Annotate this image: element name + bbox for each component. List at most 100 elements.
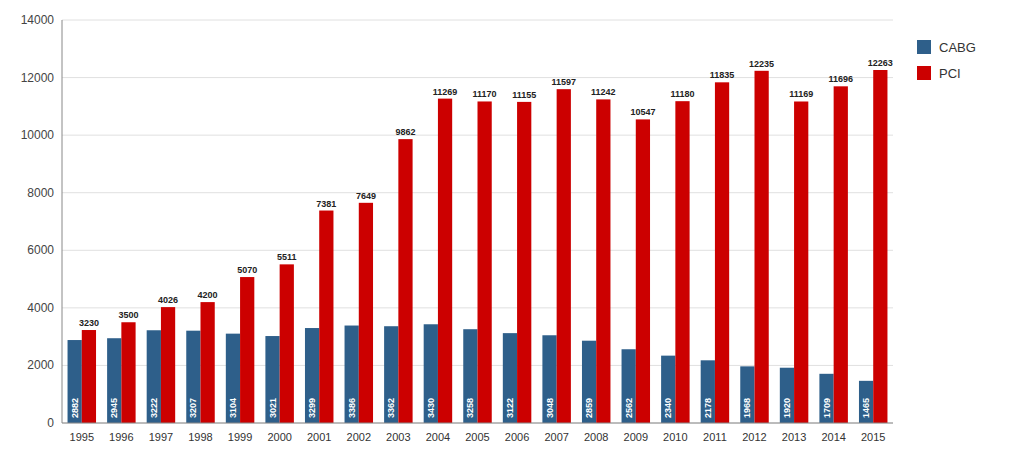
x-tick-label: 2013: [782, 431, 806, 443]
bar: [661, 356, 675, 423]
y-tick-label: 0: [47, 416, 54, 430]
x-tick-label: 2007: [544, 431, 568, 443]
data-label: 1920: [782, 398, 792, 418]
grid-line: [62, 423, 893, 424]
bar: [201, 302, 215, 423]
bar: [701, 360, 715, 423]
data-labels: 2882294532223207310430213299338633623430…: [70, 58, 893, 418]
y-axis: [62, 20, 63, 423]
legend-swatch: [917, 40, 931, 54]
x-axis: [62, 423, 893, 424]
bar: [582, 341, 596, 423]
bar: [859, 381, 873, 423]
x-tick-label: 2011: [703, 431, 727, 443]
data-label: 5511: [277, 252, 297, 262]
grid-line: [62, 20, 893, 21]
bar: [147, 330, 161, 423]
bar: [557, 89, 571, 423]
bar: [240, 277, 254, 423]
data-label: 1465: [861, 398, 871, 418]
bar: [715, 82, 729, 423]
bars: [68, 70, 888, 423]
bar: [873, 70, 887, 423]
bar: [675, 101, 689, 423]
bar: [82, 330, 96, 423]
data-label: 3104: [228, 398, 238, 418]
data-label: 2945: [109, 398, 119, 418]
y-tick-label: 4000: [27, 301, 54, 315]
data-label: 3430: [426, 398, 436, 418]
data-label: 2340: [663, 398, 673, 418]
x-tick-label: 2012: [742, 431, 766, 443]
bar: [780, 368, 794, 423]
bar: [319, 211, 333, 423]
bar: [819, 374, 833, 423]
data-label: 4026: [158, 295, 178, 305]
legend: CABG PCI: [917, 40, 976, 81]
x-tick-label: 1998: [188, 431, 212, 443]
data-label: 3222: [149, 398, 159, 418]
bar: [359, 203, 373, 423]
bar: [280, 264, 294, 423]
data-label: 3500: [118, 310, 138, 320]
x-tick-label: 2008: [584, 431, 608, 443]
x-tick-label: 1996: [109, 431, 133, 443]
bar: [517, 102, 531, 423]
legend-label: CABG: [939, 40, 976, 55]
data-label: 11180: [670, 89, 694, 99]
data-label: 10547: [630, 107, 655, 117]
bar: [161, 307, 175, 423]
bar: [384, 326, 398, 423]
x-tick-label: 2004: [426, 431, 450, 443]
bar: [438, 99, 452, 423]
data-label: 11835: [710, 70, 735, 80]
data-label: 1968: [742, 398, 752, 418]
data-label: 3299: [307, 398, 317, 418]
bar: [636, 119, 650, 423]
y-tick-label: 6000: [27, 243, 54, 257]
bar: [121, 322, 135, 423]
y-tick-label: 10000: [21, 128, 55, 142]
data-label: 4200: [198, 290, 218, 300]
x-tick-label: 2010: [663, 431, 687, 443]
bar: [478, 101, 492, 423]
legend-label: PCI: [939, 66, 961, 81]
data-label: 11269: [433, 87, 458, 97]
y-tick-label: 12000: [21, 71, 55, 85]
bar: [503, 333, 517, 423]
x-tick-label: 2000: [267, 431, 291, 443]
y-tick-label: 8000: [27, 186, 54, 200]
data-label: 2562: [624, 398, 634, 418]
data-label: 11170: [473, 89, 497, 99]
bar: [305, 328, 319, 423]
legend-swatch: [917, 66, 931, 80]
data-label: 3021: [268, 398, 278, 418]
data-label: 9862: [395, 127, 415, 137]
data-label: 3258: [465, 398, 475, 418]
bar: [794, 101, 808, 423]
x-tick-label: 1995: [70, 431, 94, 443]
data-label: 7381: [316, 199, 336, 209]
data-label: 3386: [347, 398, 357, 418]
bar: [345, 326, 359, 423]
y-tick-label: 2000: [27, 358, 54, 372]
bar: [596, 99, 610, 423]
data-label: 3122: [505, 398, 515, 418]
data-label: 5070: [237, 265, 257, 275]
x-tick-label: 2006: [505, 431, 529, 443]
bar: [622, 349, 636, 423]
data-label: 12235: [749, 59, 774, 69]
bar: [542, 335, 556, 423]
x-tick-label: 2003: [386, 431, 410, 443]
bar: [265, 336, 279, 423]
data-label: 1709: [822, 398, 832, 418]
x-tick-label: 2005: [465, 431, 489, 443]
x-tick-label: 2015: [861, 431, 885, 443]
data-label: 2178: [703, 398, 713, 418]
data-label: 3362: [386, 398, 396, 418]
grid: [62, 20, 893, 423]
bar: [834, 86, 848, 423]
bar: [226, 334, 240, 423]
data-label: 3048: [545, 398, 555, 418]
data-label: 12263: [868, 58, 893, 68]
